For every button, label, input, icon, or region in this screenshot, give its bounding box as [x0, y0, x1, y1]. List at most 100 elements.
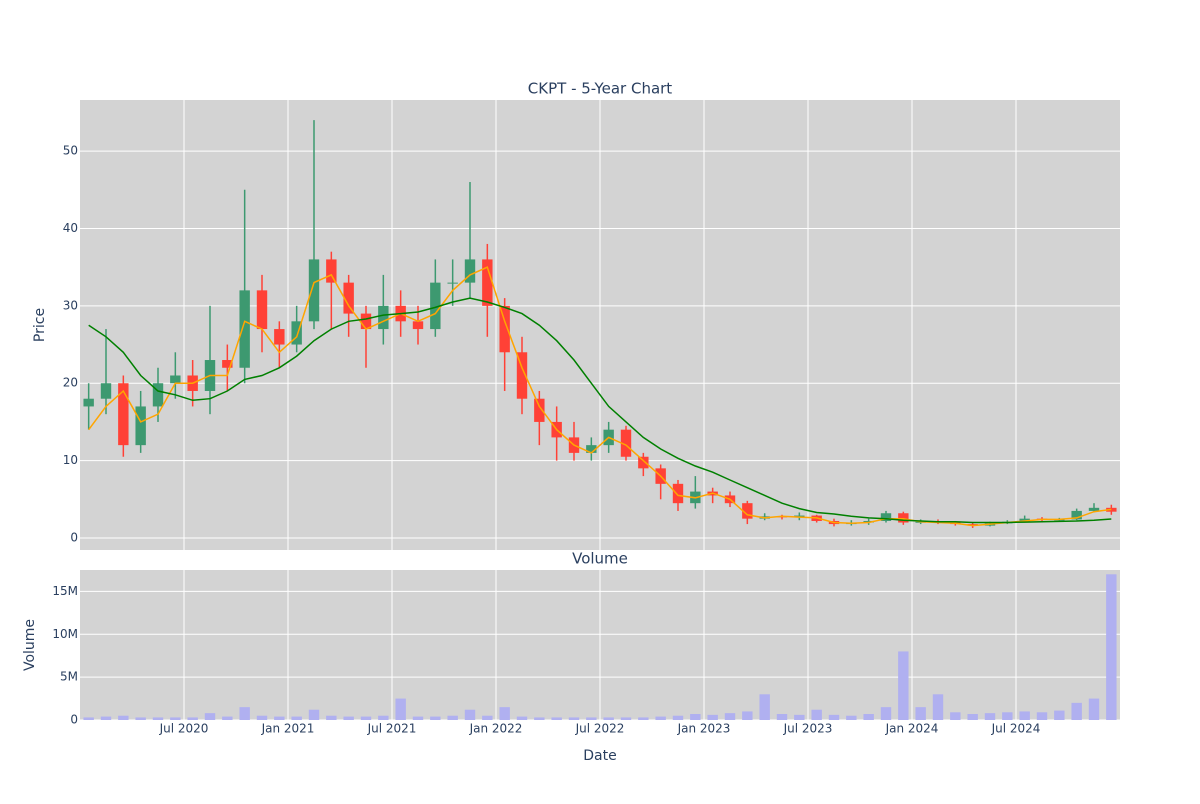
volume-bar [308, 709, 320, 720]
volume-bar [984, 713, 996, 720]
candle-body [586, 445, 597, 453]
volume-bar [586, 717, 597, 720]
volume-bar [672, 715, 684, 720]
x-tick-label: Jan 2023 [677, 722, 731, 736]
candle-body [1088, 507, 1100, 511]
volume-bar [83, 717, 94, 720]
x-tick-label: Jan 2022 [469, 722, 523, 736]
volume-bar [464, 709, 476, 720]
chart-title: CKPT - 5-Year Chart [528, 80, 673, 98]
volume-bar [603, 717, 614, 720]
volume-bar [187, 717, 198, 720]
candle-body [464, 259, 476, 283]
y-axis-title: Volume [22, 619, 38, 671]
volume-bar [482, 715, 493, 720]
x-tick-label: Jul 2022 [575, 722, 625, 736]
volume-bar [274, 716, 285, 720]
volume-bar [378, 715, 389, 720]
volume-bar [256, 715, 268, 720]
volume-bar [655, 716, 666, 720]
volume-bar [447, 715, 458, 720]
volume-bar [1036, 712, 1048, 720]
candle-body [100, 383, 112, 399]
candle-body [308, 259, 320, 322]
volume-bar [1071, 702, 1082, 720]
candle-body [620, 429, 632, 457]
volume-bar [204, 713, 216, 720]
y-tick-label: 50 [63, 144, 78, 158]
volume-bar [724, 713, 736, 720]
x-tick-label: Jan 2024 [885, 722, 939, 736]
x-tick-label: Jul 2023 [783, 722, 833, 736]
candle-body [256, 290, 268, 330]
x-tick-label: Jul 2020 [159, 722, 209, 736]
volume-bar [776, 714, 788, 720]
volume-bar [360, 716, 372, 720]
y-tick-label: 10M [52, 627, 78, 641]
volume-bar [707, 714, 718, 720]
x-axis-title: Date [583, 748, 616, 764]
candle-body [170, 375, 181, 384]
volume-bar [152, 717, 164, 720]
candle-body [135, 406, 146, 446]
volume-bar [412, 716, 424, 720]
y-tick-label: 0 [70, 531, 78, 545]
moving-average-line [88, 297, 1112, 524]
volume-bar [499, 707, 510, 720]
volume-bar [1019, 711, 1030, 720]
volume-bar [1002, 712, 1013, 720]
volume-bar [239, 707, 250, 720]
candle-body [534, 398, 545, 422]
candle-body [343, 282, 354, 314]
candle-body [291, 321, 302, 345]
volume-bar [742, 711, 753, 720]
y-tick-label: 20 [63, 376, 78, 390]
volume-bar [759, 694, 770, 720]
y-tick-label: 10 [63, 453, 78, 467]
volume-bar [395, 698, 406, 720]
volume-bar [343, 716, 354, 720]
volume-bar [1054, 710, 1065, 720]
x-tick-label: Jul 2024 [991, 722, 1041, 736]
candle-body [378, 305, 389, 330]
candle-body [447, 282, 458, 284]
candle-body [499, 305, 510, 353]
y-tick-label: 40 [63, 221, 78, 235]
volume-bar [568, 717, 580, 720]
candle-body [794, 515, 805, 518]
volume-bar [638, 717, 649, 720]
volume-bar [811, 709, 822, 720]
candle-body [638, 456, 649, 469]
candle-body [239, 290, 250, 368]
volume-bar [620, 717, 632, 720]
candle-body [482, 259, 493, 306]
volume-bar [1088, 698, 1100, 720]
volume-bar [534, 717, 545, 720]
volume-bar [222, 716, 233, 720]
volume-bar [898, 651, 909, 720]
candle-body [118, 383, 129, 446]
y-tick-label: 15M [52, 584, 78, 598]
volume-bar [516, 716, 528, 720]
volume-bar [170, 717, 181, 720]
candle-body [1071, 510, 1082, 520]
candle-body [672, 483, 684, 504]
volume-bar [326, 715, 337, 720]
y-tick-label: 30 [63, 298, 78, 312]
volume-bar [551, 717, 562, 720]
x-tick-label: Jul 2021 [367, 722, 417, 736]
candle-body [152, 383, 164, 407]
volume-bar [932, 694, 944, 720]
volume-bar [430, 716, 441, 720]
volume-bar [828, 714, 840, 720]
candle-body [1019, 518, 1030, 522]
volume-bar [846, 715, 857, 720]
candle-body [83, 398, 94, 407]
volume-bar [135, 717, 146, 720]
candle-body [274, 329, 285, 345]
candle-body [880, 513, 892, 521]
volume-bar [118, 715, 129, 720]
candle-body [742, 503, 753, 519]
volume-bar [291, 716, 302, 720]
